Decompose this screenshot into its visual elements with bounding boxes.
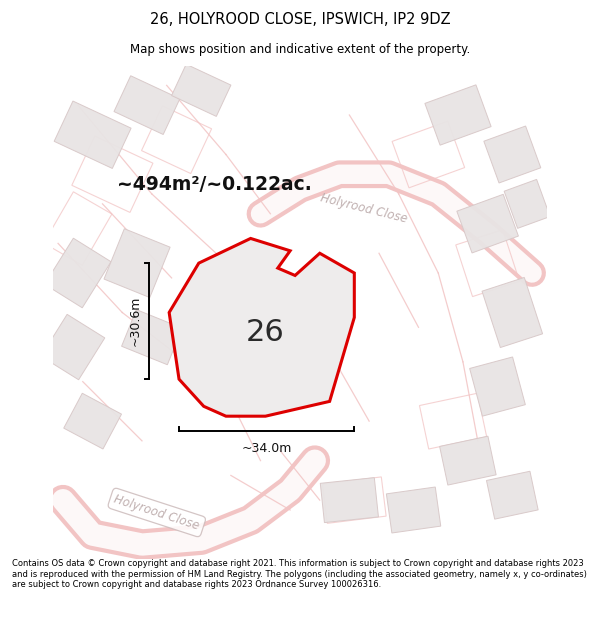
Text: Holyrood Close: Holyrood Close [319,192,409,226]
Text: 26: 26 [246,318,285,347]
Polygon shape [169,238,355,416]
Text: Holyrood Close: Holyrood Close [112,492,201,532]
Polygon shape [482,278,542,348]
Polygon shape [44,238,111,308]
Polygon shape [484,126,541,183]
Polygon shape [172,64,231,116]
Polygon shape [104,229,170,298]
Text: Contains OS data © Crown copyright and database right 2021. This information is : Contains OS data © Crown copyright and d… [12,559,587,589]
Text: Map shows position and indicative extent of the property.: Map shows position and indicative extent… [130,43,470,56]
Polygon shape [470,357,526,416]
Polygon shape [504,179,550,228]
Text: ~30.6m: ~30.6m [129,296,142,346]
Polygon shape [487,471,538,519]
Polygon shape [41,314,105,380]
Polygon shape [114,76,180,134]
Polygon shape [54,101,131,169]
Polygon shape [64,393,122,449]
Polygon shape [386,487,441,533]
Text: ~494m²/~0.122ac.: ~494m²/~0.122ac. [118,174,312,194]
Polygon shape [425,85,491,145]
Polygon shape [457,194,518,253]
Text: 26, HOLYROOD CLOSE, IPSWICH, IP2 9DZ: 26, HOLYROOD CLOSE, IPSWICH, IP2 9DZ [149,12,451,27]
Polygon shape [440,436,496,485]
Polygon shape [320,478,379,522]
Text: ~34.0m: ~34.0m [241,442,292,455]
Polygon shape [122,309,182,365]
